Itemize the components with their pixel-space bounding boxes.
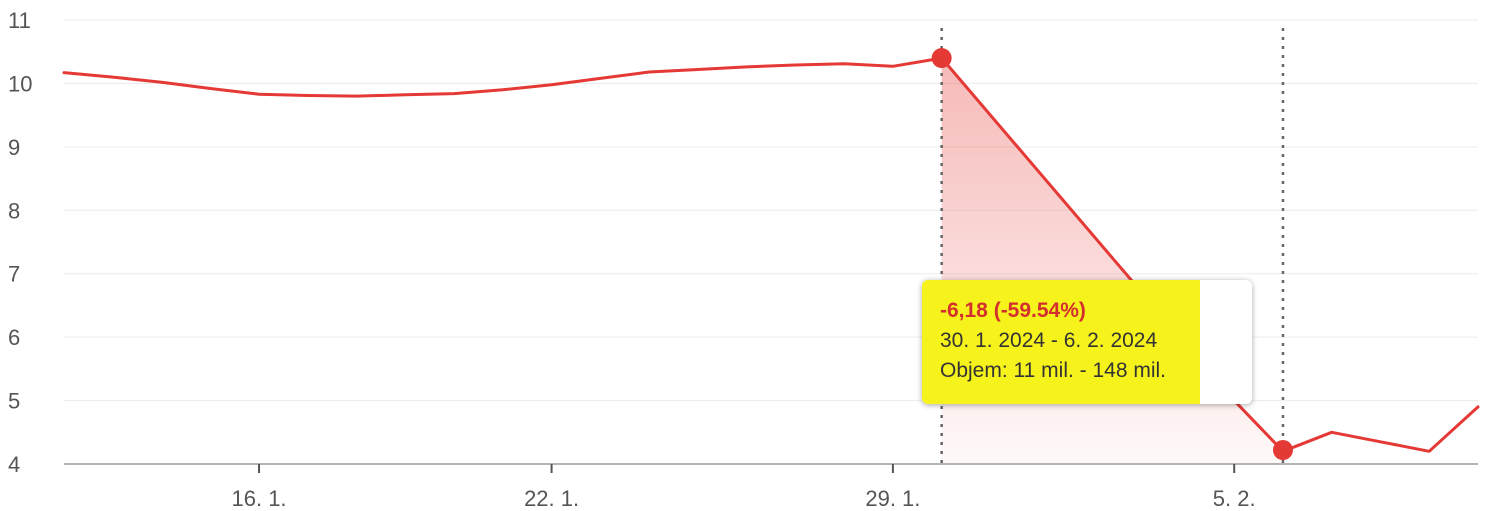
range-marker-dot	[931, 48, 952, 69]
y-tick-label: 9	[8, 135, 20, 160]
x-tick-label: 16. 1.	[232, 486, 287, 511]
y-tick-label: 6	[8, 325, 20, 350]
y-axis: 4 5 6 7 8 9 10 11	[8, 8, 32, 477]
range-tooltip: -6,18 (-59.54%) 30. 1. 2024 - 6. 2. 2024…	[922, 280, 1252, 404]
x-tick-label: 29. 1.	[865, 486, 920, 511]
y-tick-label: 11	[8, 8, 31, 33]
y-tick-label: 7	[8, 262, 20, 287]
y-tick-label: 4	[8, 452, 20, 477]
grid-lines	[64, 19, 1478, 402]
series-line	[62, 56, 1480, 453]
tooltip-date-range: 30. 1. 2024 - 6. 2. 2024	[940, 329, 1158, 352]
x-axis: 16. 1. 22. 1. 29. 1. 5. 2.	[64, 463, 1478, 511]
y-tick-label: 10	[8, 71, 32, 96]
range-marker-dot	[1272, 440, 1293, 461]
x-tick-label: 22. 1.	[524, 486, 579, 511]
tooltip-volume: Objem: 11 mil. - 148 mil.	[940, 359, 1167, 382]
y-tick-label: 8	[8, 198, 20, 223]
x-tick-label: 5. 2.	[1213, 486, 1256, 511]
price-line	[62, 56, 1480, 453]
tooltip-change: -6,18 (-59.54%)	[940, 299, 1086, 322]
tooltip-highlight	[922, 280, 1200, 404]
range-markers[interactable]	[931, 48, 1293, 461]
y-tick-label: 5	[8, 389, 20, 414]
